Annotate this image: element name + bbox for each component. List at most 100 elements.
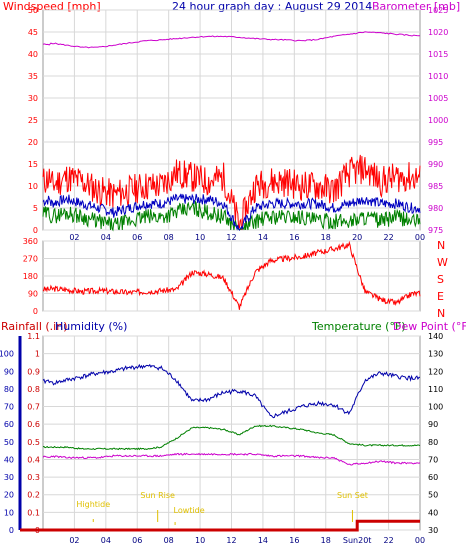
- rainfall-tick-label: 0.9: [27, 367, 40, 376]
- temperature-tick-label: 80: [428, 438, 438, 447]
- wind-x-tick-label: 18: [321, 233, 331, 242]
- wind-x-tick-label: 16: [289, 233, 299, 242]
- compass-label: S: [437, 273, 444, 286]
- windspeed-tick-label: 5: [33, 204, 38, 213]
- humidity-tick-label: 10: [4, 508, 14, 517]
- temperature-tick-label: 90: [428, 420, 438, 429]
- humidity-tick-label: 90: [4, 367, 14, 376]
- rainfall-tick-label: 1: [35, 350, 40, 359]
- weather-x-tick-label: 10: [195, 536, 205, 545]
- rainfall-tick-label: 0.4: [27, 455, 40, 464]
- dewpoint-axis-title: Dew Point (°F): [393, 320, 466, 333]
- barometer-tick-label: 1025: [428, 6, 448, 15]
- rainfall-tick-label: 0.2: [27, 491, 40, 500]
- temperature-tick-label: 70: [428, 455, 438, 464]
- wind-x-tick-label: 06: [132, 233, 142, 242]
- humidity-tick-label: 100: [0, 350, 14, 359]
- weather-x-tick-label: 14: [258, 536, 268, 545]
- windspeed-tick-label: 30: [28, 94, 38, 103]
- dewpoint-line: [42, 452, 421, 466]
- weather-x-tick-label: 06: [132, 536, 142, 545]
- humidity-tick-label: 40: [4, 455, 14, 464]
- weather-x-tick-label: 12: [226, 536, 236, 545]
- windspeed-tick-label: 0: [33, 226, 38, 235]
- wind-average-line: [42, 193, 421, 231]
- barometer-tick-label: 1005: [428, 94, 448, 103]
- rainfall-axis-title: Rainfall (.in): [1, 320, 68, 333]
- rainfall-tick-label: 0.6: [27, 420, 40, 429]
- rainfall-tick-label: 0.7: [27, 403, 40, 412]
- rainfall-tick-label: 1.1: [27, 332, 40, 341]
- sunrise-label: Sun Rise: [140, 491, 175, 500]
- temperature-line: [42, 424, 421, 451]
- rainfall-tick-label: 0.1: [27, 508, 40, 517]
- temperature-tick-label: 30: [428, 526, 438, 535]
- wind-x-tick-label: 10: [195, 233, 205, 242]
- weather-x-tick-label: 18: [321, 536, 331, 545]
- rainfall-tick-label: 0.5: [27, 438, 40, 447]
- windspeed-tick-label: 15: [28, 160, 38, 169]
- wind-x-tick-label: 20: [352, 233, 362, 242]
- temperature-tick-label: 100: [428, 403, 443, 412]
- temperature-tick-label: 40: [428, 508, 438, 517]
- barometer-tick-label: 975: [428, 226, 443, 235]
- compass-label: E: [437, 290, 444, 303]
- temperature-axis-title: Temperature (°F): [311, 320, 406, 333]
- windspeed-tick-label: 10: [28, 182, 38, 191]
- humidity-tick-label: 50: [4, 438, 14, 447]
- weather-x-tick-label: 00: [415, 536, 425, 545]
- humidity-tick-label: 80: [4, 385, 14, 394]
- windspeed-tick-label: 25: [28, 116, 38, 125]
- wind-x-tick-label: 04: [101, 233, 111, 242]
- temperature-tick-label: 110: [428, 385, 443, 394]
- wind-x-tick-label: 22: [383, 233, 393, 242]
- wind-gust-line: [42, 154, 421, 231]
- compass-label: N: [437, 307, 445, 320]
- rainfall-line: [43, 519, 420, 532]
- barometer-line: [42, 31, 421, 49]
- temperature-tick-label: 140: [428, 332, 443, 341]
- humidity-line: [42, 363, 421, 419]
- humidity-tick-label: 70: [4, 403, 14, 412]
- temperature-tick-label: 60: [428, 473, 438, 482]
- direction-tick-label: 90: [28, 290, 38, 299]
- temperature-tick-label: 120: [428, 367, 443, 376]
- barometer-tick-label: 1015: [428, 50, 448, 59]
- compass-label: N: [437, 239, 445, 252]
- humidity-tick-label: 20: [4, 491, 14, 500]
- windspeed-tick-label: 50: [28, 6, 38, 15]
- windspeed-tick-label: 20: [28, 138, 38, 147]
- barometer-tick-label: 995: [428, 138, 443, 147]
- chart-title: 24 hour graph day : August 29 2014: [172, 0, 372, 13]
- windspeed-tick-label: 45: [28, 28, 38, 37]
- lowtide-label: Lowtide: [174, 506, 205, 515]
- windspeed-tick-label: 35: [28, 72, 38, 81]
- temperature-tick-label: 50: [428, 491, 438, 500]
- humidity-axis-title: Humidity (%): [55, 320, 127, 333]
- wind-x-tick-label: 08: [164, 233, 174, 242]
- barometer-tick-label: 980: [428, 204, 443, 213]
- barometer-tick-label: 1000: [428, 116, 448, 125]
- sunset-label: Sun Set: [337, 491, 368, 500]
- weather-x-tick-label: 16: [289, 536, 299, 545]
- humidity-tick-label: 60: [4, 420, 14, 429]
- windspeed-axis-title: Windspeed [mph]: [3, 0, 101, 13]
- wind-x-tick-label: 12: [226, 233, 236, 242]
- hightide-label: Hightide: [76, 500, 110, 509]
- humidity-tick-label: 30: [4, 473, 14, 482]
- direction-tick-label: 0: [33, 307, 38, 316]
- compass-label: W: [437, 256, 448, 269]
- direction-tick-label: 180: [23, 272, 38, 281]
- rainfall-tick-label: 0.3: [27, 473, 40, 482]
- barometer-tick-label: 985: [428, 182, 443, 191]
- windspeed-tick-label: 40: [28, 50, 38, 59]
- direction-tick-label: 360: [23, 237, 38, 246]
- weather-x-tick-label: 08: [164, 536, 174, 545]
- rainfall-tick-label: 0.8: [27, 385, 40, 394]
- weather-x-tick-label: Sun20t: [343, 536, 372, 545]
- weather-x-tick-label: 04: [101, 536, 111, 545]
- wind-x-tick-label: 14: [258, 233, 268, 242]
- barometer-tick-label: 1010: [428, 72, 448, 81]
